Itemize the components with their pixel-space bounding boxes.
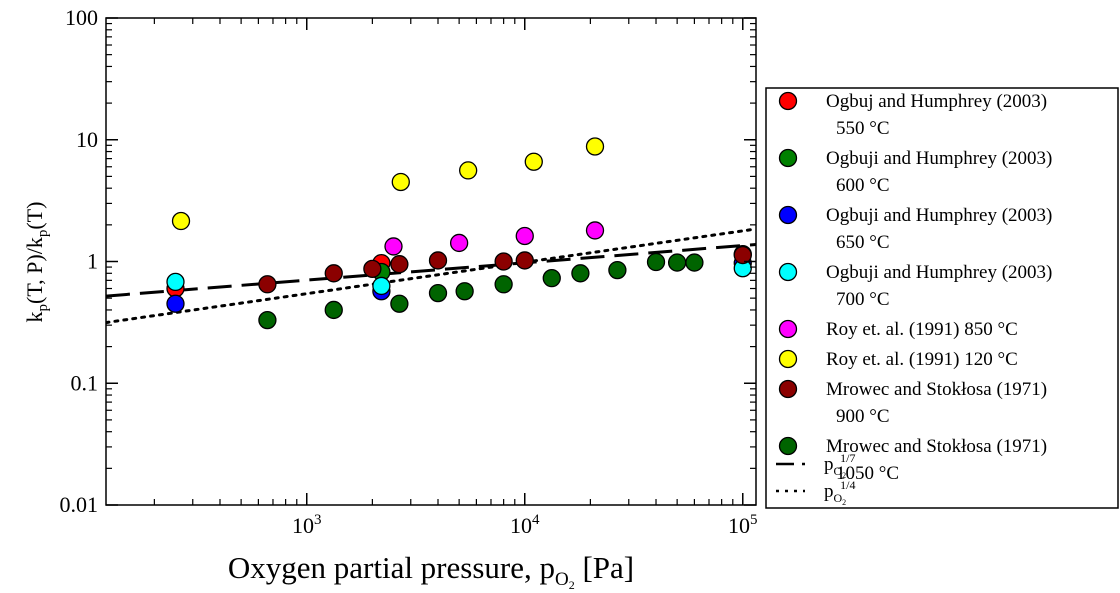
- data-point-s6-1: [324, 264, 343, 283]
- data-point-s7-0: [258, 310, 277, 330]
- data-point-s7-8: [608, 260, 627, 280]
- data-point-s7-3: [428, 283, 448, 303]
- x-tick-label: 103: [292, 512, 322, 538]
- legend-line-sub2: 2: [842, 471, 846, 480]
- legend-label-4: Roy et. al. (1991) 850 °C: [826, 319, 1018, 340]
- x-axis-label-main: Oxygen partial pressure, p: [228, 550, 555, 585]
- data-point-s6-6: [515, 251, 534, 270]
- y-tick-label: 0.1: [71, 370, 99, 395]
- legend-marker-1: [778, 148, 798, 168]
- legend-label-7: Mrowec and Stokłosa (1971): [826, 436, 1047, 457]
- x-tick-exp: 5: [750, 512, 758, 528]
- x-axis-label: Oxygen partial pressure, pO2 [Pa]: [228, 550, 634, 592]
- legend-line-sup: 1/4: [840, 478, 855, 492]
- legend-box: [765, 87, 1119, 509]
- fit-line-p-1-4: [106, 227, 756, 325]
- data-point-s7-4: [455, 282, 474, 301]
- data-point-s4-2: [515, 226, 534, 246]
- y-axis-label-part: k: [22, 311, 47, 322]
- x-tick-label: 104: [510, 512, 540, 538]
- legend-label-3: Ogbuji and Humphrey (2003): [826, 262, 1052, 283]
- x-tick-base: 10: [728, 513, 750, 538]
- legend-label2-3: 700 °C: [836, 289, 890, 310]
- data-point-s7-11: [685, 253, 704, 272]
- legend-marker-2: [778, 205, 798, 225]
- legend-label2-1: 600 °C: [836, 175, 890, 196]
- legend-line-sup: 1/7: [840, 451, 855, 465]
- data-point-s3-1: [372, 276, 391, 296]
- y-tick-label: 1: [87, 249, 98, 274]
- y-axis-label-sub: p: [35, 304, 51, 312]
- data-point-s5-0: [171, 211, 191, 231]
- data-point-s6-0: [258, 275, 277, 294]
- legend-label2-7: 1050 °C: [836, 463, 899, 484]
- x-axis-label-sub2: 2: [569, 578, 575, 592]
- data-point-s7-9: [646, 252, 666, 272]
- legend-line-label-0: pO2 1/7: [824, 451, 856, 480]
- data-point-s2-0: [166, 294, 185, 313]
- legend-label-1: Ogbuji and Humphrey (2003): [826, 148, 1052, 169]
- y-axis-label-group: kp(T, P)/kp(T): [22, 202, 51, 323]
- legend-label-5: Roy et. al. (1991) 120 °C: [826, 349, 1018, 370]
- data-point-s3-0: [166, 272, 185, 292]
- legend-label2-2: 650 °C: [836, 232, 890, 253]
- plot-marks: [106, 137, 756, 330]
- legend-label-0: Ogbuj and Humphrey (2003): [826, 91, 1047, 112]
- data-point-s6-7: [733, 245, 752, 265]
- x-tick-base: 10: [292, 513, 314, 538]
- legend-marker-6: [778, 379, 798, 399]
- y-tick-label: 10: [76, 127, 98, 152]
- data-point-s7-6: [542, 268, 561, 288]
- legend-marker-5: [778, 349, 798, 369]
- legend-line-sub2: 2: [842, 498, 846, 507]
- data-point-s4-3: [585, 221, 605, 240]
- legend-label2-0: 550 °C: [836, 118, 890, 139]
- legend-label2-6: 900 °C: [836, 406, 890, 427]
- y-tick-label: 0.01: [60, 492, 99, 517]
- x-tick-exp: 3: [314, 512, 322, 528]
- data-point-s5-2: [459, 161, 478, 180]
- legend-line-p: p: [824, 481, 834, 502]
- legend: Ogbuj and Humphrey (2003) 550 °C Ogbuji an…: [765, 87, 1119, 509]
- y-tick-label: 100: [65, 5, 98, 30]
- y-axis-label-part: (T): [22, 202, 47, 230]
- legend-line-sub: O: [834, 464, 843, 478]
- legend-marker-3: [778, 262, 798, 282]
- data-point-s7-7: [571, 264, 590, 283]
- x-tick-label: 105: [728, 512, 758, 538]
- y-axis-label-sub: p: [35, 230, 51, 238]
- data-point-s7-1: [324, 300, 343, 320]
- data-point-s4-0: [384, 237, 403, 256]
- data-point-s5-4: [585, 137, 605, 156]
- legend-line-label-1: pO2 1/4: [824, 478, 856, 507]
- data-point-s6-4: [428, 251, 448, 270]
- legend-marker-0: [778, 91, 798, 111]
- y-axis-label-part: (T, P)/k: [22, 237, 47, 304]
- data-point-s7-5: [494, 275, 513, 294]
- legend-label-2: Ogbuji and Humphrey (2003): [826, 205, 1052, 226]
- data-point-s6-2: [363, 259, 382, 279]
- legend-marker-7: [778, 436, 798, 456]
- data-point-s7-2: [390, 294, 409, 313]
- legend-line-sub: O: [834, 491, 843, 505]
- fit-line-p-1-7: [106, 242, 756, 298]
- data-point-s5-3: [524, 152, 543, 171]
- legend-line-p: p: [824, 454, 834, 475]
- x-axis-label-sub: O: [555, 569, 569, 590]
- data-point-s6-3: [390, 255, 409, 274]
- legend-marker-4: [778, 319, 798, 339]
- legend-label-6: Mrowec and Stokłosa (1971): [826, 379, 1047, 400]
- x-tick-base: 10: [510, 513, 532, 538]
- data-point-s6-5: [494, 252, 513, 271]
- x-axis-label-unit: [Pa]: [575, 550, 634, 585]
- data-point-s5-1: [391, 172, 410, 192]
- data-point-s4-1: [449, 233, 469, 253]
- y-axis-label: kp(T, P)/kp(T): [22, 202, 51, 323]
- data-point-s7-10: [667, 253, 687, 272]
- x-tick-exp: 4: [532, 512, 540, 528]
